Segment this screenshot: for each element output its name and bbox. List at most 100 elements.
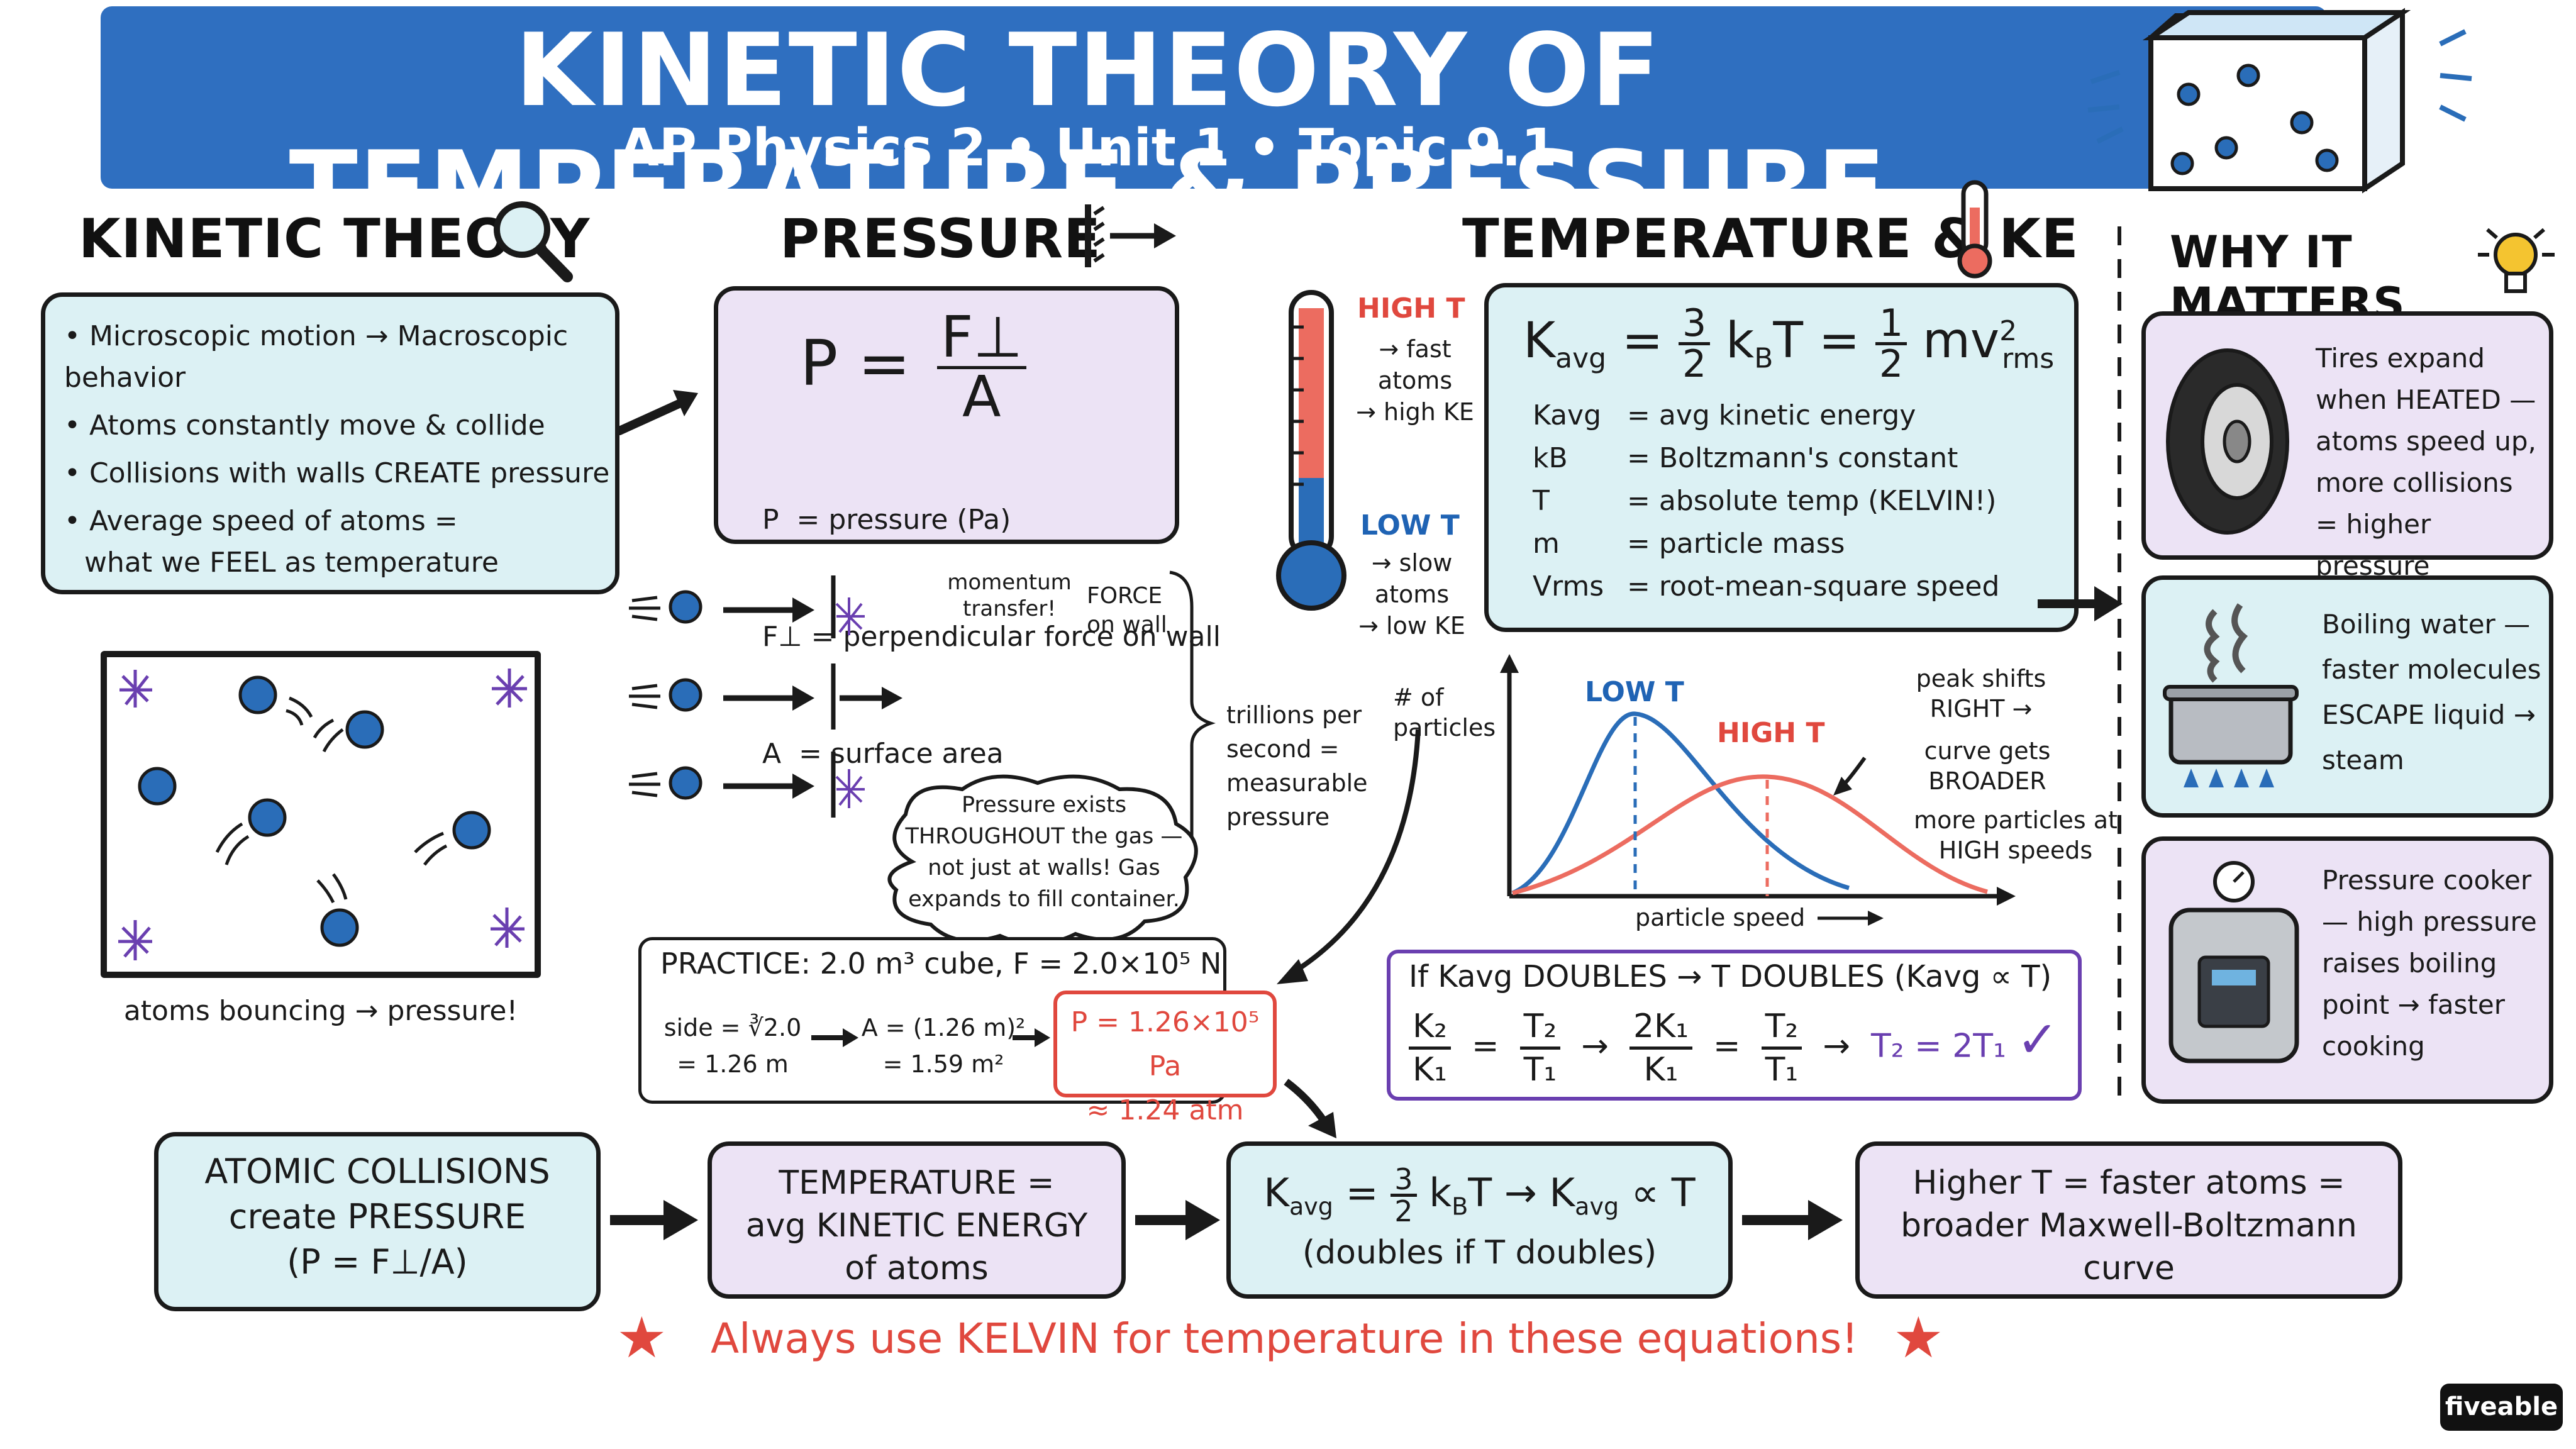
chart-high-label: HIGH T <box>1717 717 1825 749</box>
chart-low-label: LOW T <box>1585 676 1684 708</box>
low-t-note-1: → slow <box>1371 549 1453 577</box>
ke-def-row-1: Kavg = avg kinetic energy <box>1533 394 2067 437</box>
practice-side-1: side = ∛2.0 <box>663 1014 802 1041</box>
checkmark-icon: ✓ <box>2016 1010 2059 1069</box>
why-tires-card: Tires expand when HEATED — atoms speed u… <box>2141 311 2553 581</box>
ke-def-text: = absolute temp (KELVIN!) <box>1627 485 1997 517</box>
kelvin-reminder: Always use KELVIN for temperature in the… <box>711 1314 1858 1363</box>
ke-def-sym: kB <box>1533 442 1568 474</box>
kt-bullet-3: • Collisions with walls CREATE pressure <box>64 457 610 489</box>
ke-def-text: = Boltzmann's constant <box>1627 442 1958 474</box>
doubling-card <box>1387 950 2082 1101</box>
high-t-note-2: atoms <box>1377 367 1453 394</box>
why-cooker-text: Pressure cooker — high pressure raises b… <box>2322 865 2537 1062</box>
kt-bullet-1: • Microscopic motion → Macroscopic behav… <box>64 320 569 394</box>
ke-def-sym: m <box>1533 528 1560 560</box>
why-boiling-text: Boiling water — faster molecules ESCAPE … <box>2322 609 2541 775</box>
chart-note-1: peak shifts RIGHT → <box>1916 665 2046 723</box>
pressure-cooker-icon <box>2168 861 2299 1063</box>
pressure-def-p: P = pressure (Pa) <box>762 504 1011 536</box>
summary-1-line-1: ATOMIC COLLISIONS <box>204 1152 550 1191</box>
low-t-label: LOW T <box>1360 509 1460 541</box>
force-label: FORCE on wall <box>1087 583 1167 638</box>
page-subtitle: AP Physics 2 • Unit 1 • Topic 9.1 <box>619 118 1557 178</box>
star-icon-right: ★ <box>1893 1305 1944 1371</box>
page-title: KINETIC THEORY OF TEMPERATURE & PRESSURE <box>289 11 1887 247</box>
ke-def-row-2: kB = Boltzmann's constant <box>1533 437 2067 480</box>
summary-3-line-2: (doubles if T doubles) <box>1302 1234 1657 1272</box>
atoms-caption: atoms bouncing → pressure! <box>123 995 518 1027</box>
kt-bullet-4: • Average speed of atoms = <box>64 505 458 537</box>
wall-arrow-icon <box>1085 204 1176 267</box>
low-t-curve <box>1511 711 1850 896</box>
chart-note-3: more particles at HIGH speeds <box>1914 806 2118 864</box>
summary-2-line-2: avg KINETIC ENERGY <box>745 1207 1088 1245</box>
summary-box-2: TEMPERATURE = avg KINETIC ENERGY of atom… <box>708 1141 1126 1299</box>
chart-y-label: # of particles <box>1393 684 1496 741</box>
big-thermometer <box>1276 290 1346 611</box>
cloud-text: Pressure exists THROUGHOUT the gas — not… <box>905 792 1183 912</box>
pressure-def-f: F⊥ = perpendicular force on wall <box>762 621 1221 653</box>
summary-box-4: Higher T = faster atoms = broader Maxwel… <box>1855 1141 2402 1299</box>
pressure-card: P = F⊥ A P = pressure (Pa) F⊥ = perpendi… <box>714 286 1221 770</box>
practice-result-2: ≈ 1.24 atm <box>1086 1094 1244 1126</box>
ke-def-text: = root-mean-square speed <box>1627 570 2000 602</box>
practice-area: A = (1.26 m)² = 1.59 m² <box>858 1009 1028 1082</box>
lightbulb-icon <box>2478 228 2555 293</box>
doubling-title: If Kavg DOUBLES → T DOUBLES (Kavg ∝ T) <box>1409 959 2052 994</box>
practice-title: PRACTICE: 2.0 m³ cube, F = 2.0×10⁵ N <box>660 947 1222 980</box>
pressure-formula-num: F⊥ <box>936 309 1026 369</box>
title-banner <box>101 6 2327 189</box>
pressure-def-a: A = surface area <box>762 738 1004 770</box>
why-boiling-card: Boiling water — faster molecules ESCAPE … <box>2141 575 2553 818</box>
arrow-to-pressure <box>615 390 698 435</box>
fiveable-logo[interactable]: fiveable <box>2440 1384 2563 1431</box>
pressure-heading: PRESSURE <box>780 208 1101 270</box>
ke-def-text: = particle mass <box>1627 528 1845 560</box>
practice-result-box: P = 1.26×10⁵ Pa ≈ 1.24 atm <box>1053 991 1277 1126</box>
arrow-to-why <box>2038 586 2123 621</box>
practice-arrows <box>811 1028 1050 1047</box>
summary-1-formula: (P = F⊥/A) <box>287 1242 468 1282</box>
ke-def-sym: T <box>1533 485 1550 517</box>
summary-4-line-3: curve <box>2083 1250 2175 1287</box>
summary-1-line-2: create PRESSURE <box>228 1197 526 1236</box>
maxwell-boltzmann-chart <box>1500 654 2016 906</box>
high-t-curve <box>1512 774 1988 896</box>
practice-side: side = ∛2.0 = 1.26 m <box>657 1009 808 1082</box>
high-t-note-1: → fast <box>1379 335 1452 363</box>
pressure-formula-lhs: P = <box>800 326 911 400</box>
arrow-to-practice <box>1277 729 1421 984</box>
ke-def-row-4: m = particle mass <box>1533 523 2067 565</box>
pressure-formula-den: A <box>962 364 1001 430</box>
high-t-notes: → fast atoms → high KE <box>1355 333 1475 428</box>
x-label-arrow <box>1818 911 1884 926</box>
summary-box-1: ATOMIC COLLISIONS create PRESSURE (P = F… <box>154 1132 601 1311</box>
tire-icon <box>2166 348 2289 535</box>
kinetic-theory-card: • Microscopic motion → Macroscopic behav… <box>41 292 619 594</box>
momentum-transfer-diagram <box>629 570 1216 840</box>
practice-side-2: = 1.26 m <box>677 1050 789 1078</box>
summary-4-line-2: broader Maxwell-Boltzmann <box>1901 1207 2357 1245</box>
thought-cloud <box>887 774 1198 946</box>
dashed-divider <box>2118 226 2121 1107</box>
thermometer-icon <box>1957 180 1992 279</box>
low-t-notes: → slow atoms → low KE <box>1355 547 1468 641</box>
practice-result-1: P = 1.26×10⁵ Pa <box>1070 1006 1260 1082</box>
why-tires-text: Tires expand when HEATED — atoms speed u… <box>2316 343 2536 581</box>
atoms-diagram <box>118 669 527 960</box>
ke-def-text: = avg kinetic energy <box>1627 399 1916 431</box>
doubling-equation: K₂ K₁ = T₂ T₁ → 2K₁ K₁ = T₂ T₁ → T₂ = 2T₁ ✓ <box>1409 1006 2058 1090</box>
kt-bullet-5: what we FEEL as temperature <box>84 547 499 579</box>
low-t-note-3: → low KE <box>1358 612 1465 640</box>
practice-area-1: A = (1.26 m)² <box>861 1014 1026 1041</box>
high-t-note-3: → high KE <box>1356 398 1474 426</box>
ke-def-sym: Kavg <box>1533 399 1602 431</box>
ke-def-sym: Vrms <box>1533 570 1604 602</box>
summary-2-line-3: of atoms <box>845 1250 989 1287</box>
practice-area-2: = 1.59 m² <box>882 1050 1004 1078</box>
